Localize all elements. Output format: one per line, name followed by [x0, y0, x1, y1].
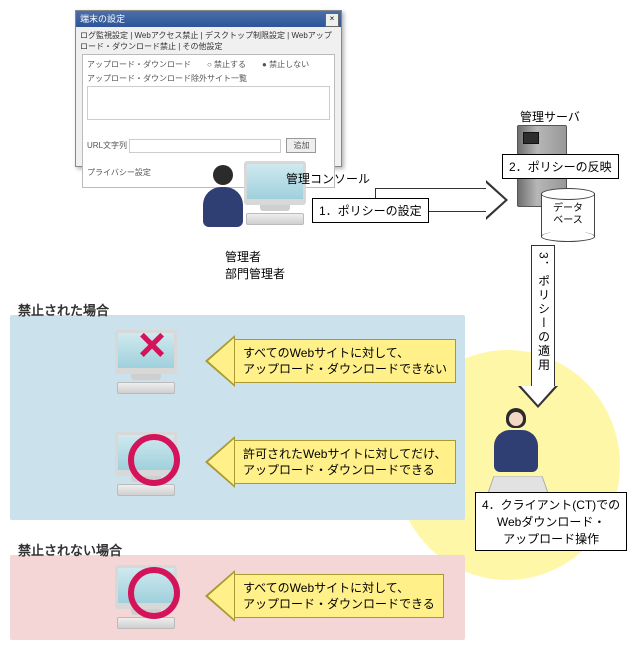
o-mark-icon-2: [128, 567, 180, 619]
database-icon: データ ベース: [541, 193, 595, 237]
arrow-step3: 3．ポリシーの適用: [527, 245, 558, 408]
step2-box: 2．ポリシーの反映: [502, 154, 619, 179]
dialog-url-label: URL文字列: [87, 141, 127, 150]
admin-person-icon: [200, 165, 246, 229]
database-label: データ ベース: [542, 203, 594, 227]
dialog-url-input[interactable]: [129, 139, 281, 153]
client-figure: [490, 408, 546, 502]
step4-box: 4．クライアント(CT)での Webダウンロード・ アップロード操作: [475, 492, 627, 551]
dialog-add-button[interactable]: 追加: [286, 138, 316, 153]
admin-label: 管理者 部門管理者: [225, 248, 285, 282]
dialog-line2: アップロード・ダウンロード除外サイト一覧: [87, 73, 330, 84]
dialog-close-icon[interactable]: ×: [325, 13, 339, 27]
client-person-icon: [490, 408, 542, 478]
callout-1-text: すべてのWebサイトに対して、 アップロード・ダウンロードできない: [235, 339, 456, 383]
prohibited-title: 禁止された場合: [18, 300, 109, 319]
not-prohibited-title: 禁止されない場合: [18, 540, 122, 559]
dialog-listbox: [87, 86, 330, 120]
x-mark-icon: ×: [138, 322, 166, 370]
diagram-stage: 禁止された場合 禁止されない場合 端末の設定 × ログ監視設定 | Webアクセ…: [0, 0, 630, 645]
server-label: 管理サーバ: [520, 108, 580, 125]
console-label: 管理コンソール: [286, 170, 370, 187]
callout-2: 許可されたWebサイトに対してだけ、 アップロード・ダウンロードできる: [205, 436, 456, 488]
admin-figure: [200, 155, 310, 245]
dialog-titlebar: 端末の設定 ×: [76, 11, 341, 27]
step3-text: 3．ポリシーの適用: [536, 252, 553, 373]
policy-dialog: 端末の設定 × ログ監視設定 | Webアクセス禁止 | デスクトップ制限設定 …: [75, 10, 342, 167]
callout-3: すべてのWebサイトに対して、 アップロード・ダウンロードできる: [205, 570, 444, 622]
callout-1: すべてのWebサイトに対して、 アップロード・ダウンロードできない: [205, 335, 456, 387]
o-mark-icon-1: [128, 434, 180, 486]
callout-2-text: 許可されたWebサイトに対してだけ、 アップロード・ダウンロードできる: [235, 440, 456, 484]
dialog-url-row: URL文字列 追加: [87, 138, 330, 153]
dialog-tabs: ログ監視設定 | Webアクセス禁止 | デスクトップ制限設定 | Webアップ…: [76, 27, 341, 52]
step1-box: 1．ポリシーの設定: [312, 198, 429, 223]
dialog-title-text: 端末の設定: [80, 14, 125, 24]
dialog-line1: アップロード・ダウンロード ○ 禁止する ● 禁止しない: [87, 59, 330, 70]
callout-3-text: すべてのWebサイトに対して、 アップロード・ダウンロードできる: [235, 574, 444, 618]
